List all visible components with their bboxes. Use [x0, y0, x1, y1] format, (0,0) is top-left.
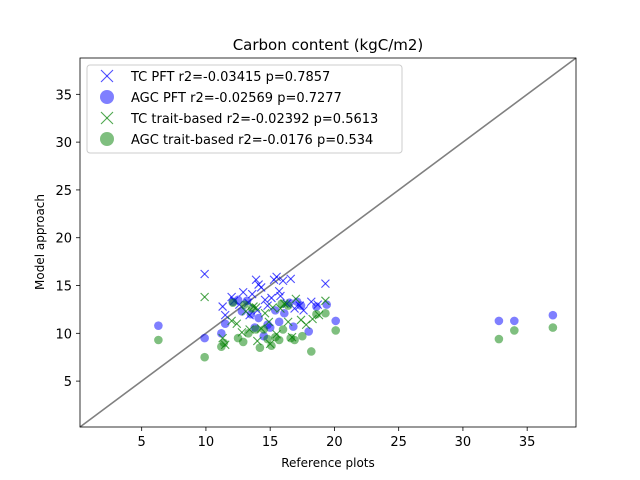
circle-point [244, 329, 253, 338]
circle-point [255, 343, 265, 352]
legend-marker [100, 132, 114, 146]
circle-point [304, 327, 314, 336]
circle-point [296, 301, 306, 310]
identity-line-layer [79, 57, 577, 428]
x-point [278, 276, 288, 286]
x-point [272, 272, 281, 282]
circle-point [217, 329, 226, 338]
circle-point [220, 319, 230, 329]
circle-point [240, 300, 249, 309]
circle-point [228, 298, 238, 308]
legend-label: AGC trait-based r2=-0.0176 p=0.534 [131, 133, 373, 148]
circle-point [200, 352, 209, 362]
legend-marker [100, 90, 114, 104]
x-point [247, 289, 257, 299]
circle-point [267, 341, 276, 351]
x-point [267, 293, 276, 303]
y-tick-label: 25 [55, 184, 72, 199]
x-axis-title: Reference plots [281, 456, 375, 470]
x-point [260, 295, 270, 305]
x-point [227, 316, 237, 326]
circle-point [321, 308, 330, 318]
y-tick-label: 10 [55, 327, 72, 342]
legend-label: TC trait-based r2=-0.02392 p=0.5613 [130, 112, 378, 127]
circle-point [219, 338, 229, 348]
series-0 [200, 269, 330, 320]
data-points-layer [154, 269, 558, 362]
legend-label: TC PFT r2=-0.03415 p=0.7857 [130, 70, 330, 85]
circle-point [548, 323, 558, 332]
y-tick-label: 5 [64, 375, 72, 390]
circle-point [331, 326, 341, 335]
x-point [200, 292, 210, 302]
circle-point [306, 347, 316, 356]
x-tick-label: 5 [138, 435, 146, 450]
circle-point [510, 326, 519, 335]
x-point [251, 275, 261, 285]
x-tick-label: 15 [262, 435, 279, 450]
x-tick-label: 10 [198, 435, 215, 450]
circle-point [274, 335, 284, 345]
x-point [238, 287, 248, 297]
circle-point [263, 334, 272, 344]
legend-box [86, 64, 403, 154]
circle-point [251, 325, 261, 334]
circle-point [331, 316, 341, 326]
circle-point [494, 316, 504, 326]
x-point [232, 319, 242, 329]
circle-point [277, 299, 287, 308]
x-point [286, 274, 296, 284]
x-point [256, 283, 266, 292]
circle-point [312, 309, 321, 319]
circle-point [290, 335, 299, 345]
x-tick-label: 20 [326, 435, 343, 450]
legend-marker [100, 111, 114, 125]
circle-point [274, 317, 284, 327]
series-3 [154, 298, 558, 362]
circle-point [494, 334, 504, 344]
circle-point [280, 308, 289, 318]
x-tick-label: 30 [455, 435, 472, 450]
x-point [321, 296, 330, 306]
x-tick-label: 35 [519, 435, 536, 450]
axis-ticks-layer: 5 10 15 20 25 30 35 5 10 15 20 25 30 35 [55, 88, 535, 450]
x-tick-label: 25 [390, 435, 407, 450]
circle-point [154, 321, 163, 330]
y-tick-label: 30 [55, 136, 72, 151]
circle-point [548, 310, 558, 320]
x-point [283, 317, 293, 327]
x-point [291, 294, 301, 304]
x-point [263, 301, 272, 310]
circle-point [278, 325, 288, 334]
legend-label: AGC PFT r2=-0.02569 p=0.7277 [131, 91, 342, 106]
circle-point [312, 302, 321, 311]
y-tick-label: 35 [55, 88, 72, 103]
y-tick-label: 20 [55, 232, 72, 247]
chart-title: Carbon content (kgC/m2) [233, 36, 424, 54]
circle-point [259, 325, 269, 334]
x-point [200, 269, 210, 279]
x-point [276, 291, 285, 301]
x-point [321, 279, 330, 288]
y-axis-title: Model approach [33, 194, 47, 290]
circle-point [200, 333, 209, 343]
plot-frame [79, 57, 577, 428]
x-point [218, 302, 228, 311]
y-tick-label: 15 [55, 280, 72, 295]
identity-line [79, 57, 577, 428]
circle-point [254, 313, 263, 323]
circle-point [322, 300, 332, 309]
x-point [264, 317, 274, 327]
circle-point [238, 337, 248, 347]
legend: TC PFT r2=-0.03415 p=0.7857 AGC PFT r2=-0… [86, 64, 403, 154]
circle-point [154, 335, 163, 345]
circle-point [510, 316, 519, 326]
x-point [268, 303, 278, 312]
x-point [260, 308, 270, 318]
circle-point [247, 304, 257, 313]
legend-marker [100, 69, 114, 83]
circle-point [298, 331, 307, 341]
